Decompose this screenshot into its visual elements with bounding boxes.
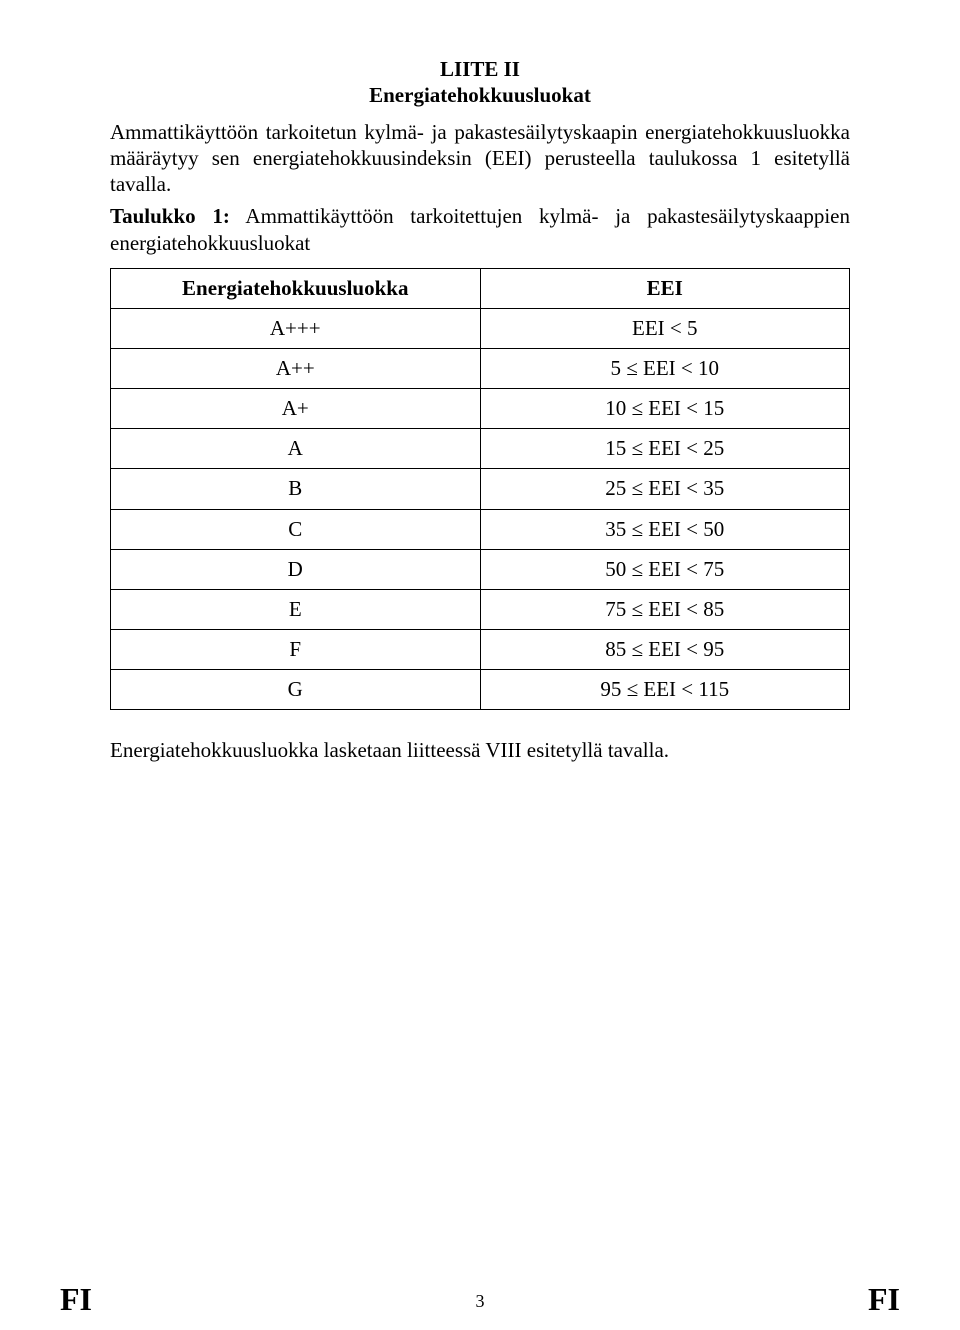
table-row: A++ 5 ≤ EEI < 10: [111, 349, 850, 389]
cell-class: B: [111, 469, 481, 509]
footnote: Energiatehokkuusluokka lasketaan liittee…: [110, 738, 850, 763]
table-row: E 75 ≤ EEI < 85: [111, 589, 850, 629]
cell-range: 25 ≤ EEI < 35: [480, 469, 850, 509]
intro-paragraph: Ammattikäyttöön tarkoitetun kylmä- ja pa…: [110, 119, 850, 198]
eei-table: Energiatehokkuusluokka EEI A+++ EEI < 5 …: [110, 268, 850, 711]
table-caption-lead: Taulukko 1:: [110, 204, 230, 228]
title-block: LIITE II Energiatehokkuusluokat: [110, 56, 850, 109]
cell-class: A+: [111, 389, 481, 429]
footer-left: FI: [60, 1281, 92, 1318]
cell-range: EEI < 5: [480, 308, 850, 348]
cell-range: 50 ≤ EEI < 75: [480, 549, 850, 589]
cell-range: 35 ≤ EEI < 50: [480, 509, 850, 549]
col-header-eei: EEI: [480, 268, 850, 308]
table-row: C 35 ≤ EEI < 50: [111, 509, 850, 549]
cell-class: A+++: [111, 308, 481, 348]
table-row: A+++ EEI < 5: [111, 308, 850, 348]
annex-label: LIITE II: [110, 56, 850, 82]
table-header-row: Energiatehokkuusluokka EEI: [111, 268, 850, 308]
cell-class: G: [111, 670, 481, 710]
page-number: 3: [110, 1291, 850, 1312]
table-row: A 15 ≤ EEI < 25: [111, 429, 850, 469]
cell-class: A: [111, 429, 481, 469]
footer: FI 3 FI: [0, 1291, 960, 1312]
cell-class: D: [111, 549, 481, 589]
cell-class: C: [111, 509, 481, 549]
table-row: D 50 ≤ EEI < 75: [111, 549, 850, 589]
cell-range: 5 ≤ EEI < 10: [480, 349, 850, 389]
cell-class: E: [111, 589, 481, 629]
cell-class: F: [111, 630, 481, 670]
cell-range: 75 ≤ EEI < 85: [480, 589, 850, 629]
table-caption: Taulukko 1: Ammattikäyttöön tarkoitettuj…: [110, 203, 850, 256]
cell-range: 10 ≤ EEI < 15: [480, 389, 850, 429]
cell-range: 85 ≤ EEI < 95: [480, 630, 850, 670]
cell-range: 15 ≤ EEI < 25: [480, 429, 850, 469]
cell-class: A++: [111, 349, 481, 389]
page: LIITE II Energiatehokkuusluokat Ammattik…: [0, 0, 960, 1330]
table-row: B 25 ≤ EEI < 35: [111, 469, 850, 509]
cell-range: 95 ≤ EEI < 115: [480, 670, 850, 710]
annex-title: Energiatehokkuusluokat: [110, 82, 850, 108]
col-header-class: Energiatehokkuusluokka: [111, 268, 481, 308]
table-row: A+ 10 ≤ EEI < 15: [111, 389, 850, 429]
footer-right: FI: [868, 1281, 900, 1318]
table-row: F 85 ≤ EEI < 95: [111, 630, 850, 670]
table-row: G 95 ≤ EEI < 115: [111, 670, 850, 710]
